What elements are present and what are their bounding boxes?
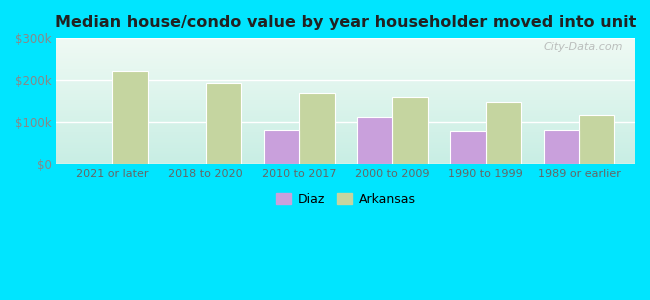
Bar [206,83,241,164]
Title: Median house/condo value by year householder moved into unit: Median house/condo value by year househo… [55,15,636,30]
Bar [299,93,335,164]
Bar [579,115,614,164]
Bar [264,130,299,164]
Bar [486,102,521,164]
Text: City-Data.com: City-Data.com [544,42,623,52]
Bar [393,97,428,164]
Bar [357,117,393,164]
Legend: Diaz, Arkansas: Diaz, Arkansas [271,188,421,211]
Bar [543,130,579,164]
Bar [450,130,486,164]
Bar [112,71,148,164]
